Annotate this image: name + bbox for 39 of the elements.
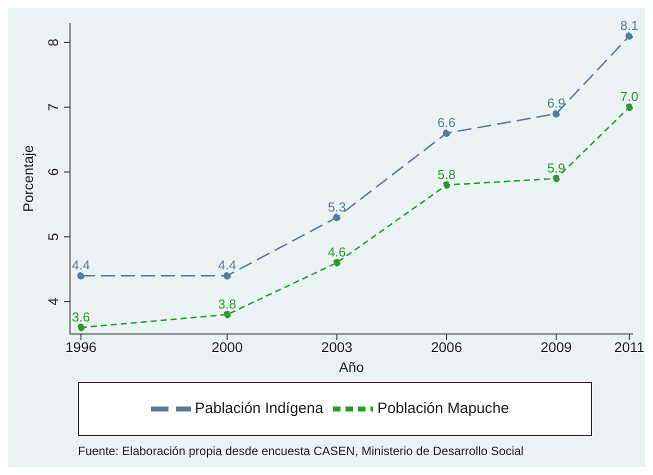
y-tick-label: 6 (45, 168, 61, 176)
data-label: 3.8 (218, 296, 236, 312)
data-label: 5.8 (438, 166, 456, 182)
y-tick-label: 8 (45, 38, 61, 46)
data-label: 6.6 (438, 115, 456, 130)
point (552, 110, 560, 118)
source-note: Fuente: Elaboración propia desde encuesta CASEN, Ministerio de Desarrollo Social (78, 444, 524, 458)
x-tick-label: 2009 (540, 338, 572, 355)
legend-label: Población Mapuche (377, 400, 510, 417)
x-tick-label: 2003 (321, 338, 353, 355)
data-label: 4.4 (72, 258, 90, 273)
data-label: 4.6 (328, 244, 346, 260)
data-label: 5.9 (547, 160, 566, 176)
data-label: 7.0 (620, 89, 638, 104)
point (77, 324, 85, 332)
point (77, 272, 85, 280)
data-label: 4.4 (218, 258, 236, 273)
data-label: 5.3 (328, 199, 346, 214)
data-label: 3.6 (72, 310, 90, 325)
point (626, 32, 633, 40)
point (333, 258, 341, 266)
y-tick-label: 4 (45, 298, 61, 306)
x-tick-label: 2006 (430, 338, 462, 355)
point (333, 214, 341, 222)
point (442, 129, 450, 137)
legend-label: Pablación Indígena (194, 400, 324, 417)
x-tick-label: 2011 (614, 338, 645, 355)
point (626, 103, 633, 111)
x-axis-title: Año (339, 359, 364, 375)
point (223, 272, 231, 280)
x-tick-label: 2000 (212, 338, 243, 355)
y-tick-label: 5 (45, 232, 61, 241)
point (552, 174, 560, 182)
y-axis-title: Porcentaje (20, 144, 36, 212)
point (442, 181, 450, 189)
data-label: 8.1 (620, 18, 638, 33)
point (223, 310, 231, 318)
y-tick-label: 7 (45, 103, 61, 112)
x-tick-label: 1996 (65, 338, 97, 355)
